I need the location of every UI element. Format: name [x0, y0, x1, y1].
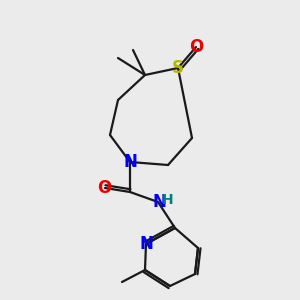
Text: N: N	[139, 235, 153, 253]
Text: N: N	[152, 193, 166, 211]
Text: O: O	[97, 179, 111, 197]
Text: N: N	[123, 153, 137, 171]
Text: S: S	[172, 59, 184, 77]
Text: H: H	[162, 193, 174, 207]
Text: O: O	[189, 38, 203, 56]
